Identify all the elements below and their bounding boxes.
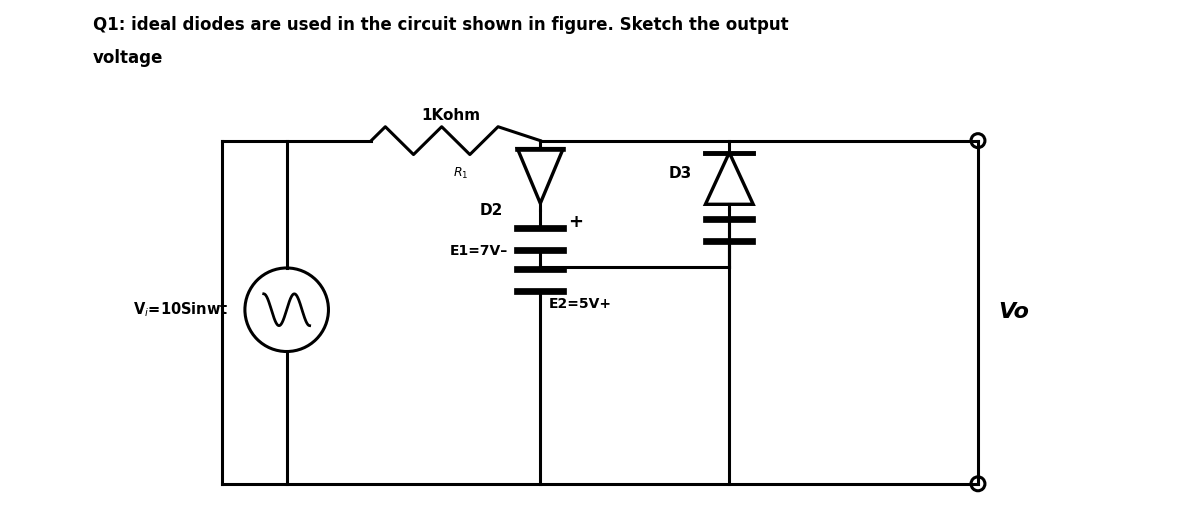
- Text: +: +: [568, 213, 583, 231]
- Text: Vo: Vo: [998, 302, 1028, 322]
- Text: E1=7V–: E1=7V–: [450, 244, 509, 258]
- Text: voltage: voltage: [92, 49, 163, 67]
- Text: 1Kohm: 1Kohm: [421, 108, 480, 123]
- Text: D3: D3: [668, 166, 691, 181]
- Text: D2: D2: [479, 203, 503, 218]
- Text: R$_1$: R$_1$: [452, 165, 468, 180]
- Text: E2=5V+: E2=5V+: [548, 297, 611, 311]
- Text: V$_i$=10Sinwt: V$_i$=10Sinwt: [133, 301, 229, 319]
- Text: Q1: ideal diodes are used in the circuit shown in figure. Sketch the output: Q1: ideal diodes are used in the circuit…: [92, 16, 788, 34]
